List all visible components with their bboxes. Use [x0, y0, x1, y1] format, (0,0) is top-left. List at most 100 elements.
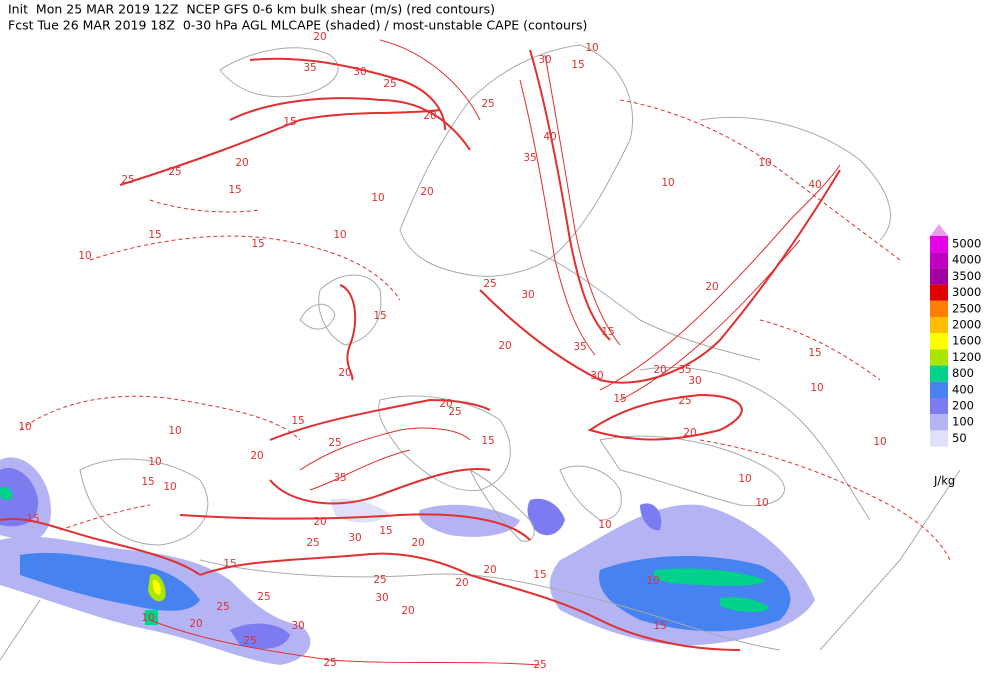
- legend-swatch: [930, 398, 948, 415]
- contour-label: 30: [375, 592, 388, 604]
- contour-label: 10: [585, 42, 598, 54]
- contour-label: 20: [455, 577, 468, 589]
- contour-label: 20: [313, 31, 326, 43]
- contour-label: 20: [439, 398, 452, 410]
- contour-label: 35: [573, 341, 586, 353]
- contour-label: 15: [291, 415, 304, 427]
- legend-label: 4000: [952, 253, 981, 267]
- header-line: Fcst Tue 26 MAR 2019 18Z 0-30 hPa AGL ML…: [8, 18, 587, 33]
- legend-swatch: [930, 365, 948, 382]
- contour-label: 20: [189, 618, 202, 630]
- contour-label: 15: [601, 326, 614, 338]
- legend-label: 50: [952, 431, 967, 445]
- contour-label: 10: [661, 177, 674, 189]
- contour-label: 25: [383, 78, 396, 90]
- legend-swatch: [930, 414, 948, 431]
- contour-label: 25: [481, 98, 494, 110]
- contour-label: 30: [538, 54, 551, 66]
- contour-label: 15: [283, 116, 296, 128]
- legend-unit: J/kg: [933, 474, 955, 488]
- contour-label: 25: [323, 657, 336, 669]
- contour-label: 30: [353, 66, 366, 78]
- contour-label: 15: [653, 620, 666, 632]
- cape-shading: [0, 457, 815, 665]
- contour-label: 30: [291, 620, 304, 632]
- legend-label: 400: [952, 382, 974, 396]
- shear-contours: [0, 39, 951, 666]
- contour-label: 15: [379, 525, 392, 537]
- contour-label: 25: [243, 635, 256, 647]
- legend: 5000 4000 3500 3000 2500 2000 1600 1200 800 400 20…: [930, 224, 981, 488]
- contour-label: 15: [251, 238, 264, 250]
- legend-label: 5000: [952, 237, 981, 251]
- contour-label: 30: [688, 375, 701, 387]
- contour-label: 10: [810, 382, 823, 394]
- contour-label: 20: [313, 516, 326, 528]
- contour-label: 25: [483, 278, 496, 290]
- contour-label: 25: [328, 437, 341, 449]
- contour-label: 20: [483, 564, 496, 576]
- contour-label: 10: [755, 497, 768, 509]
- contour-label: 20: [250, 450, 263, 462]
- legend-label: 2500: [952, 301, 981, 315]
- contour-label: 40: [543, 131, 556, 143]
- legend-label: 2000: [952, 318, 981, 332]
- contour-label: 15: [148, 229, 161, 241]
- contour-label: 10: [148, 456, 161, 468]
- contour-label: 20: [235, 157, 248, 169]
- contour-label: 10: [758, 157, 771, 169]
- contour-label: 10: [78, 250, 91, 262]
- contour-label: 35: [523, 152, 536, 164]
- contour-label: 10: [163, 481, 176, 493]
- legend-label: 1600: [952, 334, 981, 348]
- contour-label: 15: [26, 513, 39, 525]
- contour-label: 35: [678, 364, 691, 376]
- contour-label: 15: [808, 347, 821, 359]
- contour-label: 25: [216, 601, 229, 613]
- legend-swatch: [930, 236, 948, 253]
- coastlines: [0, 44, 961, 661]
- contour-label: 20: [411, 537, 424, 549]
- contour-label: 35: [333, 472, 346, 484]
- contour-label: 25: [257, 591, 270, 603]
- legend-label: 200: [952, 399, 974, 413]
- contour-label: 10: [598, 519, 611, 531]
- contour-label: 20: [423, 110, 436, 122]
- contour-label: 25: [448, 406, 461, 418]
- contour-label: 40: [808, 179, 821, 191]
- contour-label: 15: [481, 435, 494, 447]
- contour-label: 15: [373, 310, 386, 322]
- legend-label: 800: [952, 366, 974, 380]
- contour-label: 35: [303, 62, 316, 74]
- contour-label: 15: [141, 476, 154, 488]
- contour-label: 25: [121, 174, 134, 186]
- contour-label: 10: [371, 192, 384, 204]
- legend-swatch: [930, 300, 948, 317]
- contour-label: 30: [590, 370, 603, 382]
- contour-label: 20: [653, 364, 666, 376]
- contour-label: 15: [228, 184, 241, 196]
- header-line: Init Mon 25 MAR 2019 12Z NCEP GFS 0-6 km…: [8, 2, 495, 17]
- contour-label: 10: [333, 229, 346, 241]
- contour-label: 30: [521, 289, 534, 301]
- legend-swatch: [930, 333, 948, 350]
- legend-swatch: [930, 252, 948, 269]
- contour-label: 20: [705, 281, 718, 293]
- legend-swatch: [930, 381, 948, 398]
- contour-label: 10: [873, 436, 886, 448]
- contour-label: 15: [571, 59, 584, 71]
- contour-label: 25: [678, 395, 691, 407]
- legend-swatch: [930, 284, 948, 301]
- contour-label: 30: [348, 532, 361, 544]
- legend-swatch: [930, 430, 948, 447]
- contour-label: 20: [683, 427, 696, 439]
- contour-label: 20: [401, 605, 414, 617]
- contour-label: 25: [533, 659, 546, 671]
- contour-label: 15: [223, 558, 236, 570]
- contour-label: 15: [533, 569, 546, 581]
- legend-swatch: [930, 317, 948, 334]
- contour-label: 10: [18, 421, 31, 433]
